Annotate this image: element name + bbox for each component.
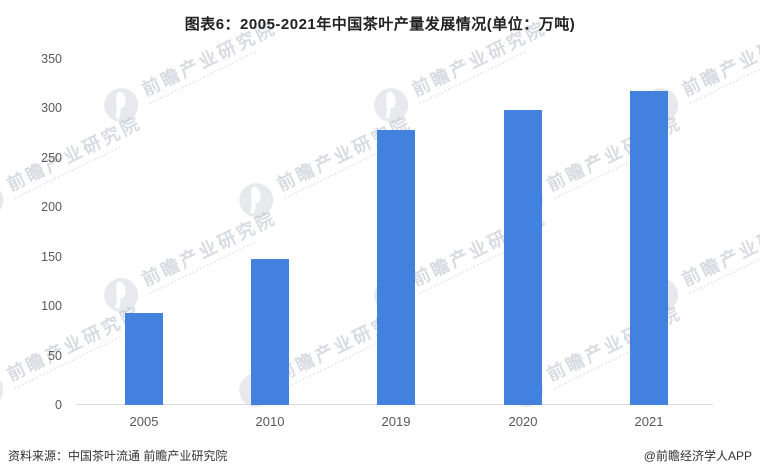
x-axis-tick-label: 2005 <box>129 414 159 429</box>
y-axis-tick-label: 250 <box>41 150 62 165</box>
x-axis-tick-label: 2019 <box>381 414 411 429</box>
x-axis-tick-label: 2020 <box>508 414 538 429</box>
source-note: 资料来源：中国茶叶流通 前瞻产业研究院 <box>8 449 228 463</box>
bar-2020 <box>504 109 542 405</box>
x-axis-tick-label: 2010 <box>255 414 285 429</box>
x-axis-tick-label: 2021 <box>634 414 664 429</box>
bar-2005 <box>125 312 163 405</box>
y-axis-tick-label: 100 <box>41 298 62 313</box>
credit-note: @前瞻经济学人APP <box>643 449 752 463</box>
y-axis-tick-label: 50 <box>48 348 62 363</box>
bar-2021 <box>630 90 668 405</box>
y-axis-tick-label: 300 <box>41 101 62 116</box>
y-axis-tick-label: 150 <box>41 249 62 264</box>
y-axis-tick-label: 0 <box>55 397 62 412</box>
y-axis-tick-label: 350 <box>41 51 62 66</box>
bar-2019 <box>377 130 415 405</box>
chart-title: 图表6：2005-2021年中国茶叶产量发展情况(单位：万吨) <box>184 16 576 33</box>
bar-2010 <box>251 259 289 405</box>
y-axis-tick-label: 200 <box>41 200 62 215</box>
